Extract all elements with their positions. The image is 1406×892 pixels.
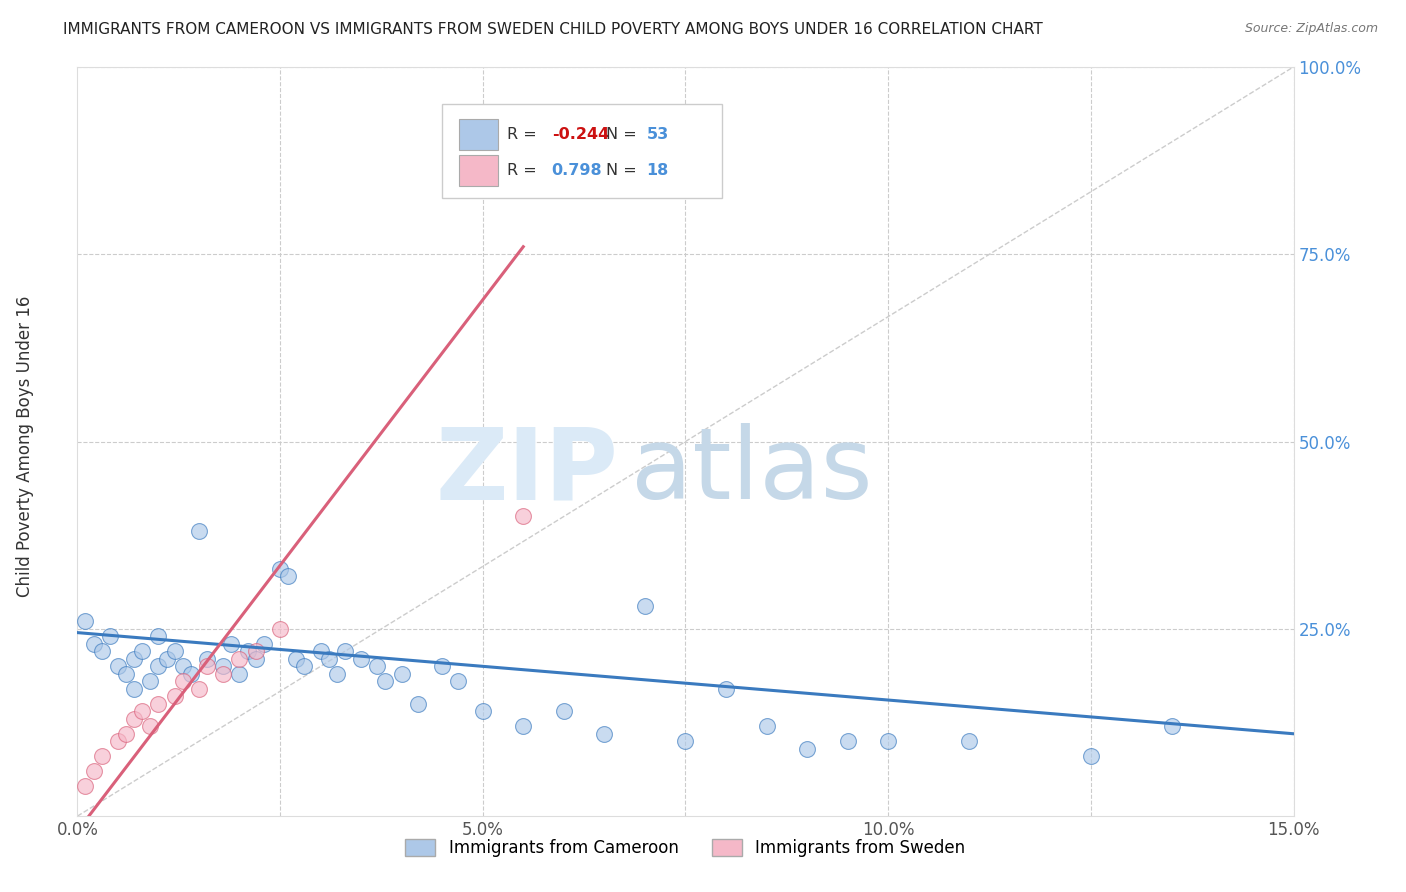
Point — [837, 734, 859, 748]
Point — [957, 734, 980, 748]
Text: N =: N = — [606, 163, 637, 178]
Point — [148, 697, 170, 711]
Point — [155, 652, 177, 666]
Text: R =: R = — [506, 127, 537, 142]
Point — [115, 727, 138, 741]
Point — [593, 727, 616, 741]
Text: Source: ZipAtlas.com: Source: ZipAtlas.com — [1244, 22, 1378, 36]
Text: N =: N = — [606, 127, 637, 142]
Point — [512, 719, 534, 733]
Point — [366, 659, 388, 673]
Point — [172, 659, 194, 673]
Point — [195, 659, 218, 673]
Point — [350, 652, 373, 666]
Point — [277, 569, 299, 583]
Point — [406, 697, 429, 711]
Text: ZIP: ZIP — [436, 423, 619, 520]
Legend: Immigrants from Cameroon, Immigrants from Sweden: Immigrants from Cameroon, Immigrants fro… — [399, 832, 972, 864]
Text: -0.244: -0.244 — [551, 127, 609, 142]
Point — [1161, 719, 1184, 733]
Point — [755, 719, 778, 733]
Point — [285, 652, 308, 666]
Point — [188, 524, 211, 539]
Text: Child Poverty Among Boys Under 16: Child Poverty Among Boys Under 16 — [17, 295, 34, 597]
Point — [447, 674, 470, 689]
Point — [1080, 749, 1102, 764]
Point — [245, 652, 267, 666]
Point — [675, 734, 697, 748]
Point — [309, 644, 332, 658]
Point — [188, 681, 211, 696]
Point — [75, 615, 97, 629]
Point — [796, 741, 818, 756]
Point — [212, 666, 235, 681]
Point — [195, 652, 218, 666]
Point — [253, 637, 276, 651]
Point — [228, 652, 250, 666]
Point — [228, 666, 250, 681]
Point — [553, 704, 575, 718]
Point — [122, 652, 145, 666]
Point — [877, 734, 900, 748]
Point — [90, 749, 112, 764]
Point — [292, 659, 315, 673]
Text: 53: 53 — [647, 127, 669, 142]
Point — [131, 704, 153, 718]
Point — [107, 734, 129, 748]
Point — [172, 674, 194, 689]
FancyBboxPatch shape — [460, 119, 498, 150]
Point — [90, 644, 112, 658]
Point — [139, 719, 162, 733]
Point — [471, 704, 494, 718]
Text: IMMIGRANTS FROM CAMEROON VS IMMIGRANTS FROM SWEDEN CHILD POVERTY AMONG BOYS UNDE: IMMIGRANTS FROM CAMEROON VS IMMIGRANTS F… — [63, 22, 1043, 37]
Point — [83, 764, 105, 779]
Text: R =: R = — [506, 163, 537, 178]
Point — [107, 659, 129, 673]
Point — [634, 599, 657, 614]
Text: 18: 18 — [647, 163, 669, 178]
Text: 0.798: 0.798 — [551, 163, 602, 178]
Point — [221, 637, 243, 651]
Point — [236, 644, 259, 658]
Point — [131, 644, 153, 658]
Point — [391, 666, 413, 681]
Point — [163, 690, 186, 704]
Point — [180, 666, 202, 681]
Point — [83, 637, 105, 651]
Point — [163, 644, 186, 658]
Point — [148, 659, 170, 673]
Point — [269, 562, 291, 576]
Point — [115, 666, 138, 681]
Point — [326, 666, 349, 681]
Point — [333, 644, 356, 658]
FancyBboxPatch shape — [441, 104, 721, 198]
Point — [245, 644, 267, 658]
Point — [75, 779, 97, 793]
Point — [122, 712, 145, 726]
Point — [512, 509, 534, 524]
Text: atlas: atlas — [631, 423, 872, 520]
Point — [430, 659, 453, 673]
Point — [148, 629, 170, 643]
Point — [212, 659, 235, 673]
FancyBboxPatch shape — [460, 154, 498, 186]
Point — [269, 622, 291, 636]
Point — [139, 674, 162, 689]
Point — [98, 629, 121, 643]
Point — [714, 681, 737, 696]
Point — [318, 652, 340, 666]
Point — [374, 674, 396, 689]
Point — [122, 681, 145, 696]
